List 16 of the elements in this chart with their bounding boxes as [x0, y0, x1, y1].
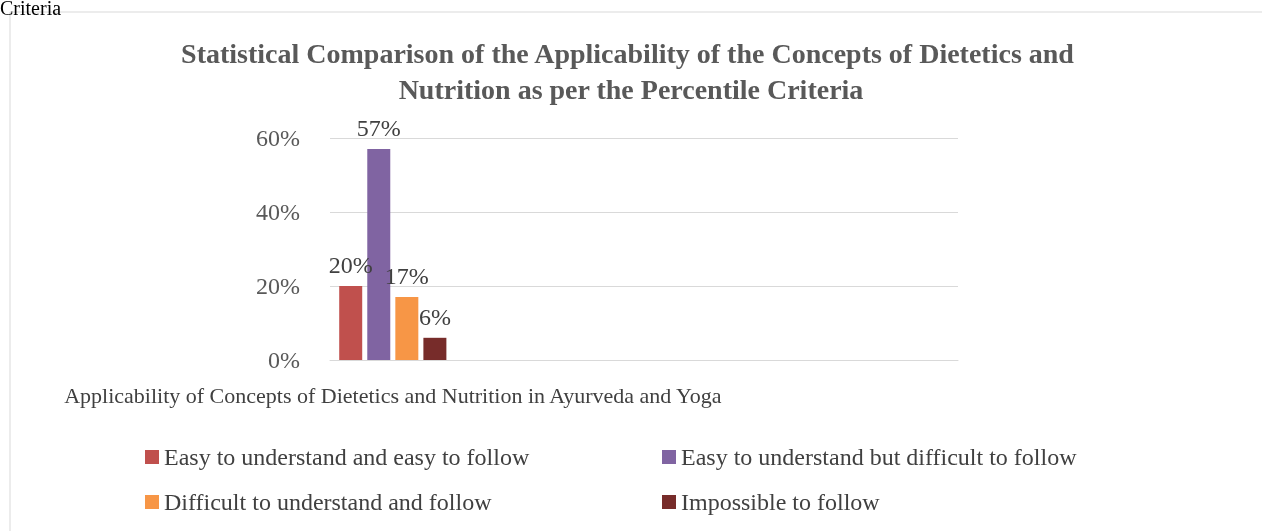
y-tick-label: 0%	[268, 347, 300, 373]
y-tick-label: 40%	[256, 199, 300, 225]
legend-label: Difficult to understand and follow	[164, 489, 493, 515]
y-tick-label: 20%	[256, 273, 300, 299]
x-tick-label: Applicability of Concepts of Dietetics and Nutrition in Ayurveda and Yoga	[64, 382, 722, 408]
legend-label: Easy to understand and easy to follow	[164, 444, 530, 470]
bar	[339, 286, 363, 360]
bar	[423, 337, 447, 360]
chart-title: Statistical Comparison of the Applicability of the Concepts of Dietetics and Nutrition as per the Percentile Criteria	[181, 37, 1081, 105]
data-label: 6%	[418, 303, 451, 330]
bar	[395, 297, 419, 360]
text: Criteria	[0, 0, 62, 19]
legend-label: Easy to understand but difficult to follow	[681, 444, 1078, 470]
y-tick-label: 60%	[256, 125, 300, 151]
legend-label: Impossible to follow	[681, 489, 881, 515]
data-label: 57%	[356, 115, 401, 142]
